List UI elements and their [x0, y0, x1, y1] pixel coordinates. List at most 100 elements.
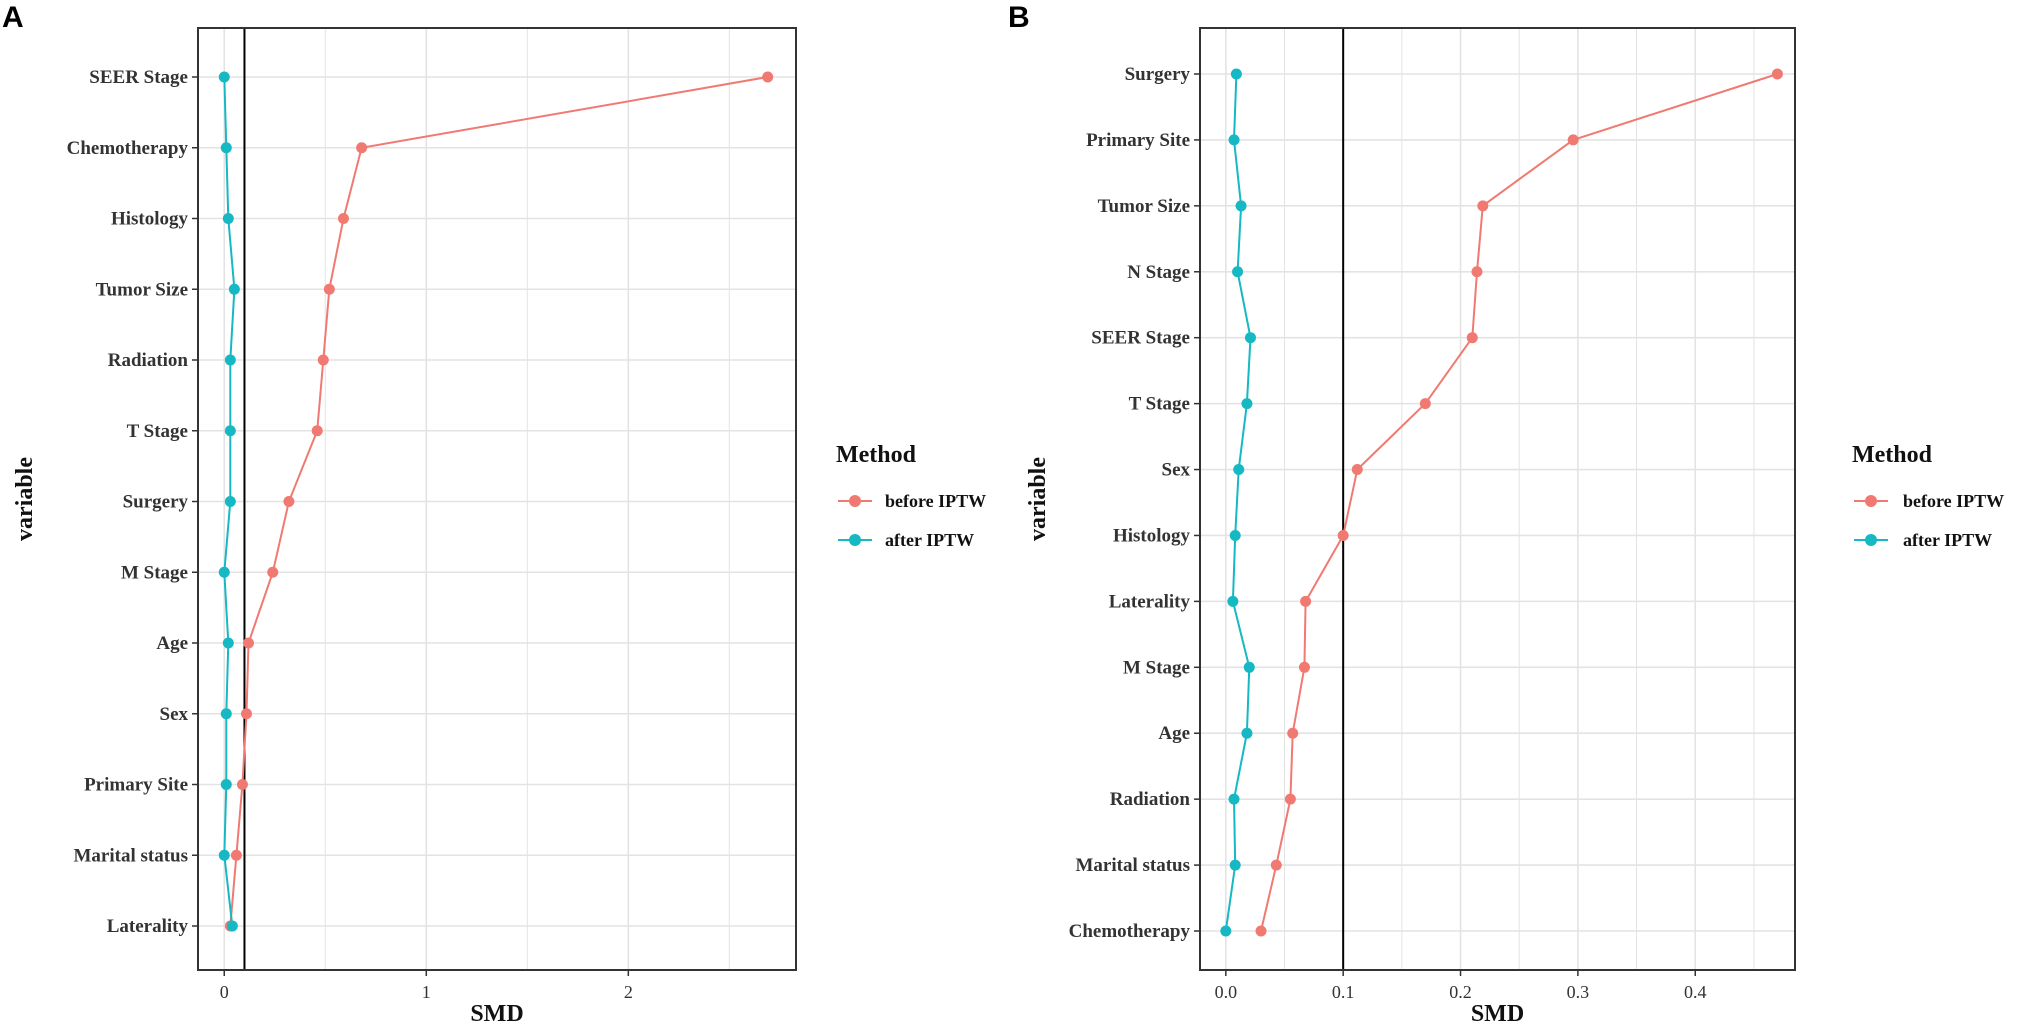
point-before-iptw: [317, 354, 329, 366]
y-tick-label: Sex: [160, 704, 189, 725]
point-after-iptw: [1229, 859, 1241, 871]
y-tick-label: Chemotherapy: [1069, 921, 1191, 942]
panel-b-letter: B: [1008, 1, 1030, 34]
point-before-iptw: [1284, 793, 1296, 805]
point-before-iptw: [1567, 134, 1579, 146]
y-tick-label: M Stage: [121, 562, 188, 583]
point-after-iptw: [218, 71, 230, 83]
point-before-iptw: [1351, 464, 1363, 476]
point-after-iptw: [218, 849, 230, 861]
y-tick-label: T Stage: [1129, 394, 1190, 415]
y-tick-label: Tumor Size: [96, 279, 188, 300]
point-before-iptw: [1298, 661, 1310, 673]
y-tick-label: Surgery: [1125, 64, 1191, 85]
point-before-iptw: [1466, 332, 1478, 344]
point-after-iptw: [1241, 398, 1253, 410]
y-tick-label: Chemotherapy: [67, 138, 189, 159]
point-before-iptw: [311, 425, 323, 437]
panel-b-legend-title: Method: [1852, 442, 1933, 468]
x-tick-label: 0.4: [1684, 982, 1707, 1002]
point-before-iptw: [1337, 529, 1349, 541]
panel-b-plot-frame: [1199, 27, 1796, 971]
point-after-iptw: [1229, 529, 1241, 541]
point-before-iptw: [283, 496, 295, 507]
point-after-iptw: [1232, 266, 1244, 278]
y-tick-label: Radiation: [108, 350, 189, 371]
point-after-iptw: [1243, 661, 1255, 673]
panel-a-legend-title: Method: [836, 442, 917, 468]
point-after-iptw: [228, 283, 240, 295]
point-after-iptw: [224, 425, 236, 437]
panel-a-x-tick-labels: 0 1 2: [220, 970, 633, 1002]
point-before-iptw: [1287, 727, 1299, 739]
point-before-iptw: [323, 283, 335, 295]
point-before-iptw: [230, 849, 242, 861]
x-tick-label: 0: [220, 982, 229, 1002]
point-before-iptw: [240, 708, 252, 720]
y-tick-label: Tumor Size: [1098, 196, 1190, 217]
point-after-iptw: [1244, 332, 1256, 344]
x-tick-label: 1: [422, 982, 431, 1002]
y-tick-label: Laterality: [107, 916, 189, 937]
panel-b-points: [1220, 68, 1783, 937]
y-tick-label: Age: [156, 633, 188, 654]
panel-a-legend-before-dot: [849, 495, 861, 507]
y-tick-label: Sex: [1162, 460, 1191, 481]
point-before-iptw: [1300, 595, 1312, 607]
point-before-iptw: [762, 71, 774, 83]
point-before-iptw: [1255, 925, 1267, 937]
x-tick-label: 0.3: [1567, 982, 1590, 1002]
point-after-iptw: [1230, 68, 1242, 80]
point-before-iptw: [337, 213, 349, 224]
point-after-iptw: [226, 920, 238, 932]
y-tick-label: Marital status: [1075, 855, 1190, 876]
y-tick-label: Histology: [111, 209, 189, 230]
panel-a-plot-frame: [197, 27, 797, 971]
panel-a-legend-after-label: after IPTW: [885, 530, 974, 550]
panel-a-points: [218, 71, 774, 932]
y-tick-label: SEER Stage: [89, 67, 188, 88]
panel-b-grid: [1200, 28, 1795, 970]
x-tick-label: 0.2: [1449, 982, 1472, 1002]
point-after-iptw: [1233, 464, 1245, 476]
panel-a: A SEER Stage Chemotherapy Histology Tumor S…: [2, 1, 797, 1027]
panel-a-y-axis-title: variable: [12, 457, 38, 541]
panel-b-legend-before-dot: [1865, 495, 1877, 507]
point-after-iptw: [220, 708, 232, 720]
y-tick-label: SEER Stage: [1091, 328, 1190, 349]
panel-a-legend-after-dot: [849, 534, 861, 546]
y-tick-label: T Stage: [127, 421, 188, 442]
point-before-iptw: [1477, 200, 1489, 212]
x-tick-label: 0.1: [1332, 982, 1355, 1002]
panel-b: B Surgery Primary Site Tumor Size N Stage SE…: [1008, 1, 1796, 1027]
y-tick-label: Radiation: [1110, 789, 1191, 810]
point-after-iptw: [1228, 134, 1240, 146]
point-after-iptw: [222, 637, 234, 649]
point-after-iptw: [1228, 793, 1240, 805]
panel-b-y-tick-labels: Surgery Primary Site Tumor Size N Stage SEER…: [1069, 64, 1200, 942]
point-after-iptw: [222, 213, 234, 224]
y-tick-label: Primary Site: [84, 775, 188, 796]
point-before-iptw: [1419, 398, 1431, 410]
point-before-iptw: [1471, 266, 1483, 278]
point-before-iptw: [1771, 68, 1783, 80]
point-after-iptw: [1235, 200, 1247, 212]
y-tick-label: Primary Site: [1086, 130, 1190, 151]
panel-b-x-axis-title: SMD: [1471, 1001, 1524, 1027]
point-after-iptw: [1241, 727, 1253, 739]
point-after-iptw: [224, 496, 236, 507]
point-after-iptw: [220, 779, 232, 790]
panel-a-legend-before-label: before IPTW: [885, 491, 986, 511]
panel-b-legend-before-label: before IPTW: [1903, 491, 2004, 511]
point-before-iptw: [267, 566, 279, 578]
panel-a-letter: A: [2, 1, 24, 34]
panel-b-series-lines: [1224, 73, 1778, 932]
panel-b-legend-after-label: after IPTW: [1903, 530, 1992, 550]
y-tick-label: Age: [1158, 723, 1190, 744]
point-before-iptw: [243, 637, 255, 649]
panel-b-y-axis-title: variable: [1025, 457, 1051, 541]
y-tick-label: Marital status: [73, 845, 188, 866]
panel-a-legend: Method before IPTW after IPTW: [836, 442, 986, 550]
point-after-iptw: [224, 354, 236, 366]
